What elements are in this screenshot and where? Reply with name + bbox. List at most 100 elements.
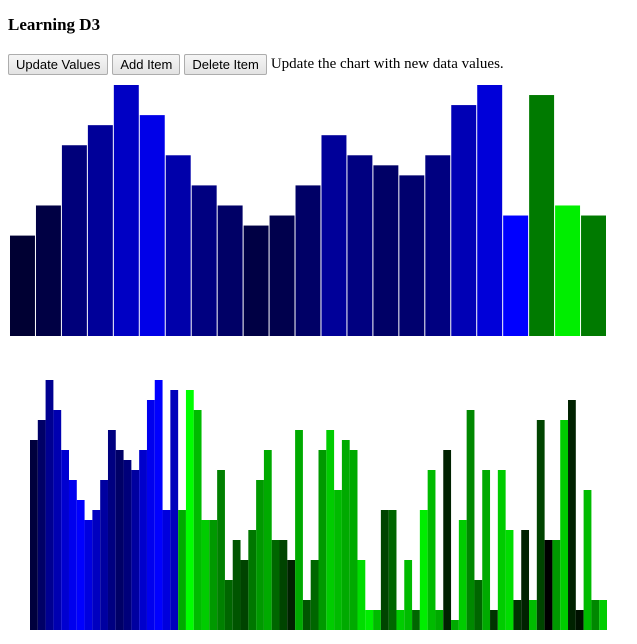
secondary-bar-32 <box>271 540 280 630</box>
page-title: Learning D3 <box>8 15 101 34</box>
secondary-bar-7 <box>76 500 85 630</box>
secondary-bar-13 <box>123 460 132 630</box>
secondary-bar-20 <box>178 510 186 630</box>
secondary-bar-26 <box>224 580 233 630</box>
secondary-bar-35 <box>295 430 303 630</box>
secondary-bar-33 <box>279 540 288 630</box>
main-bar-10 <box>243 225 269 336</box>
main-bar-16 <box>399 175 425 336</box>
secondary-bar-43 <box>357 560 366 630</box>
secondary-bar-1 <box>30 440 38 630</box>
main-bar-3 <box>61 145 87 336</box>
secondary-bar-3 <box>45 380 54 630</box>
secondary-bar-2 <box>37 420 46 630</box>
update-values-button[interactable]: Update Values <box>8 54 109 75</box>
secondary-bar-6 <box>68 480 77 630</box>
secondary-bar-37 <box>310 560 319 630</box>
secondary-bar-29 <box>248 530 257 630</box>
secondary-bar-71 <box>575 610 584 630</box>
secondary-bar-63 <box>513 600 522 630</box>
secondary-bar-64 <box>521 530 530 630</box>
add-item-button[interactable]: Add Item <box>112 54 181 75</box>
secondary-bar-53 <box>435 610 444 630</box>
secondary-bar-45 <box>373 610 381 630</box>
secondary-bar-23 <box>201 520 210 630</box>
secondary-bar-17 <box>154 380 163 630</box>
main-bar-5 <box>113 85 139 336</box>
secondary-bar-59 <box>482 470 491 630</box>
secondary-bar-21 <box>185 390 194 630</box>
main-bar-7 <box>165 155 191 336</box>
secondary-bar-22 <box>193 410 202 630</box>
main-bar-4 <box>87 125 113 336</box>
secondary-bar-36 <box>302 600 311 630</box>
secondary-bar-31 <box>263 450 272 630</box>
secondary-bar-68 <box>552 540 561 630</box>
main-bar-17 <box>425 155 451 336</box>
secondary-bar-47 <box>388 510 397 630</box>
secondary-bar-chart <box>30 380 607 630</box>
secondary-bar-9 <box>92 510 101 630</box>
secondary-bar-70 <box>568 400 576 630</box>
secondary-bar-28 <box>240 560 249 630</box>
secondary-bar-12 <box>115 450 124 630</box>
secondary-bar-38 <box>318 450 327 630</box>
secondary-bar-34 <box>287 560 296 630</box>
secondary-bar-65 <box>529 600 537 630</box>
secondary-bar-60 <box>490 610 498 630</box>
secondary-bar-10 <box>100 480 108 630</box>
main-bar-19 <box>477 85 503 336</box>
secondary-bar-57 <box>466 410 475 630</box>
main-bar-8 <box>191 185 217 336</box>
secondary-bar-14 <box>131 470 140 630</box>
secondary-bar-41 <box>341 440 350 630</box>
secondary-bar-74 <box>599 600 607 630</box>
secondary-bar-73 <box>591 600 600 630</box>
secondary-bar-42 <box>349 450 358 630</box>
secondary-bar-67 <box>544 540 553 630</box>
main-bar-23 <box>581 215 606 336</box>
secondary-bar-49 <box>404 560 413 630</box>
secondary-bar-19 <box>170 390 179 630</box>
main-bar-15 <box>373 165 399 336</box>
main-bar-9 <box>217 205 243 336</box>
delete-item-button[interactable]: Delete Item <box>184 54 267 75</box>
hint-text: Update the chart with new data values. <box>270 56 504 72</box>
main-bar-13 <box>321 135 347 336</box>
secondary-bar-58 <box>474 580 483 630</box>
main-bar-11 <box>269 215 295 336</box>
secondary-bar-5 <box>61 450 69 630</box>
main-bar-18 <box>451 105 477 336</box>
secondary-bar-4 <box>53 410 62 630</box>
secondary-bar-56 <box>458 520 467 630</box>
main-bar-12 <box>295 185 321 336</box>
secondary-bar-51 <box>419 510 428 630</box>
main-bar-20 <box>503 215 529 336</box>
secondary-bar-54 <box>443 450 452 630</box>
secondary-bar-24 <box>209 520 218 630</box>
secondary-bar-52 <box>427 470 436 630</box>
secondary-bar-30 <box>256 480 264 630</box>
secondary-bar-50 <box>412 610 420 630</box>
secondary-bar-44 <box>365 610 374 630</box>
secondary-bar-66 <box>536 420 545 630</box>
secondary-bar-62 <box>505 530 514 630</box>
secondary-bar-27 <box>232 540 241 630</box>
secondary-bar-46 <box>380 510 389 630</box>
main-bar-2 <box>35 205 61 336</box>
main-bar-22 <box>555 205 581 336</box>
main-bar-21 <box>529 95 555 336</box>
secondary-bar-39 <box>326 430 335 630</box>
controls-bar: Update Values Add Item Delete Item Updat… <box>8 54 504 75</box>
secondary-bar-25 <box>217 470 225 630</box>
secondary-bar-8 <box>84 520 93 630</box>
secondary-bar-16 <box>146 400 155 630</box>
secondary-bar-72 <box>583 490 592 630</box>
secondary-bar-55 <box>451 620 459 630</box>
secondary-bar-40 <box>334 490 342 630</box>
secondary-bar-61 <box>497 470 506 630</box>
main-bar-1 <box>10 235 35 336</box>
secondary-bar-48 <box>396 610 405 630</box>
main-bar-6 <box>139 115 165 336</box>
